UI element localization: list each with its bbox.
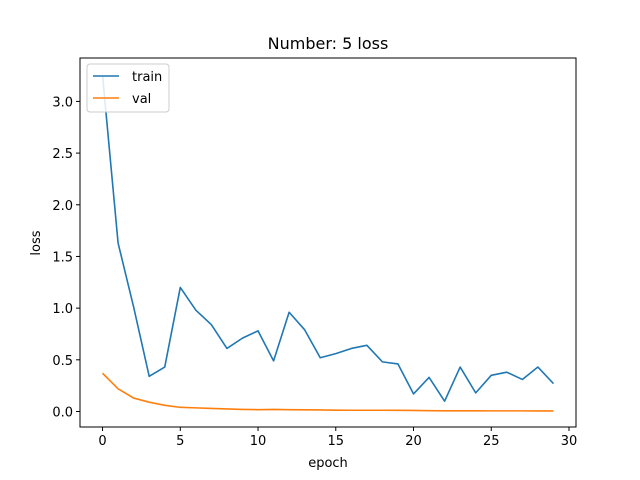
x-axis-label: epoch [308,456,348,471]
legend-label-train: train [132,70,162,85]
y-axis-label: loss [29,230,44,255]
x-tick-label: 0 [98,434,106,449]
y-tick-label: 0.0 [52,405,73,420]
y-tick-label: 0.5 [52,354,73,369]
y-tick-label: 3.0 [52,95,73,110]
chart-title: Number: 5 loss [268,34,389,53]
x-tick-label: 15 [328,434,345,449]
series-line-val [101,372,554,412]
x-tick-label: 20 [405,434,422,449]
series-line-train [101,75,555,402]
y-tick-label: 1.0 [52,302,73,317]
x-tick-label: 10 [250,434,267,449]
legend: train val [86,63,170,113]
axis-ticks: 0 5 10 15 20 25 30 0.0 0.5 1.0 1.5 2.0 2.5 3.0 [52,95,577,449]
legend-label-val: val [132,92,151,107]
plot-frame [79,57,577,428]
x-tick-label: 30 [561,434,578,449]
series-layer [101,75,555,412]
x-tick-label: 5 [176,434,184,449]
x-tick-label: 25 [483,434,500,449]
y-tick-label: 1.5 [52,250,73,265]
y-tick-label: 2.0 [52,199,73,214]
y-tick-label: 2.5 [52,147,73,162]
